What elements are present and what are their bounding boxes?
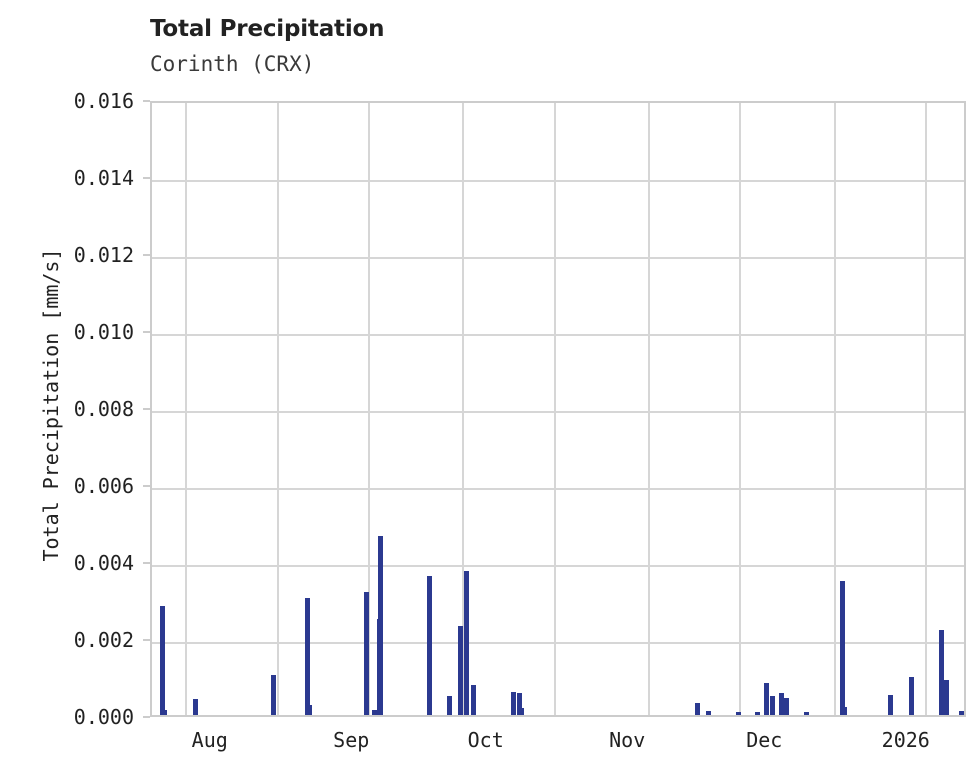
bar [803, 711, 809, 715]
gridline-horizontal [152, 257, 964, 259]
y-axis-tick-mark [143, 639, 150, 641]
bar [363, 591, 369, 715]
gridline-vertical [276, 103, 279, 715]
bar [377, 535, 383, 715]
bar [511, 691, 517, 715]
bar [519, 708, 525, 715]
bar [736, 711, 741, 715]
bar [470, 684, 476, 715]
plot-area [150, 101, 966, 717]
bar [458, 626, 463, 715]
y-axis-tick-label: 0.014 [73, 166, 134, 190]
y-axis-tick-label: 0.000 [73, 705, 134, 729]
gridline-vertical [647, 103, 650, 715]
y-axis-tick-mark [143, 485, 150, 487]
bar [939, 629, 945, 715]
x-axis-tick-label: Sep [333, 728, 370, 752]
gridline-vertical [925, 103, 928, 715]
x-axis-tick-label: Oct [467, 728, 504, 752]
bar [192, 698, 198, 715]
gridline-horizontal [152, 565, 964, 567]
gridline-horizontal [152, 334, 964, 336]
gridline-vertical [553, 103, 556, 715]
bar [306, 705, 312, 715]
bar [842, 707, 847, 715]
y-axis-tick-mark [143, 177, 150, 179]
bar [770, 695, 776, 715]
bar [516, 692, 522, 715]
bar [694, 703, 700, 715]
gridline-vertical [185, 103, 188, 715]
bar [463, 570, 469, 715]
chart-title: Total Precipitation [150, 16, 385, 42]
x-axis-tick-label: 2026 [881, 728, 930, 752]
y-axis-tick-mark [143, 100, 150, 102]
bar [705, 711, 711, 715]
bar [371, 710, 377, 715]
x-axis-tick-label: Nov [609, 728, 646, 752]
y-axis-tick-mark [143, 408, 150, 410]
y-axis-tick-label: 0.012 [73, 243, 134, 267]
chart-subtitle-station: Corinth (CRX) [150, 52, 315, 76]
gridline-vertical [739, 103, 742, 715]
gridline-vertical [462, 103, 465, 715]
bar [783, 697, 789, 715]
y-axis-tick-label: 0.008 [73, 397, 134, 421]
bar [162, 710, 168, 715]
gridline-vertical [833, 103, 836, 715]
bar [959, 711, 964, 715]
bar [160, 606, 166, 715]
x-axis-tick-label: Aug [191, 728, 228, 752]
bar [755, 711, 761, 715]
gridline-horizontal [152, 488, 964, 490]
y-axis-tick-label: 0.004 [73, 551, 134, 575]
gridline-horizontal [152, 642, 964, 644]
gridline-vertical [367, 103, 370, 715]
y-axis-tick-mark [143, 254, 150, 256]
y-axis-tick-label: 0.016 [73, 89, 134, 113]
x-axis-tick-label: Dec [746, 728, 783, 752]
bar [909, 677, 914, 715]
y-axis-tick-mark [143, 716, 150, 718]
bar [779, 692, 784, 715]
bar [271, 674, 277, 715]
bar [764, 683, 769, 715]
gridline-horizontal [152, 180, 964, 182]
bar [839, 581, 845, 715]
bar [944, 680, 949, 715]
y-axis-tick-mark [143, 331, 150, 333]
y-axis-tick-mark [143, 562, 150, 564]
y-axis-tick-label: 0.002 [73, 628, 134, 652]
bar [304, 598, 310, 715]
y-axis-tick-label: 0.010 [73, 320, 134, 344]
bar [426, 575, 432, 715]
bar [446, 695, 452, 715]
bar [888, 694, 894, 715]
y-axis-tick-label: 0.006 [73, 474, 134, 498]
gridline-horizontal [152, 411, 964, 413]
